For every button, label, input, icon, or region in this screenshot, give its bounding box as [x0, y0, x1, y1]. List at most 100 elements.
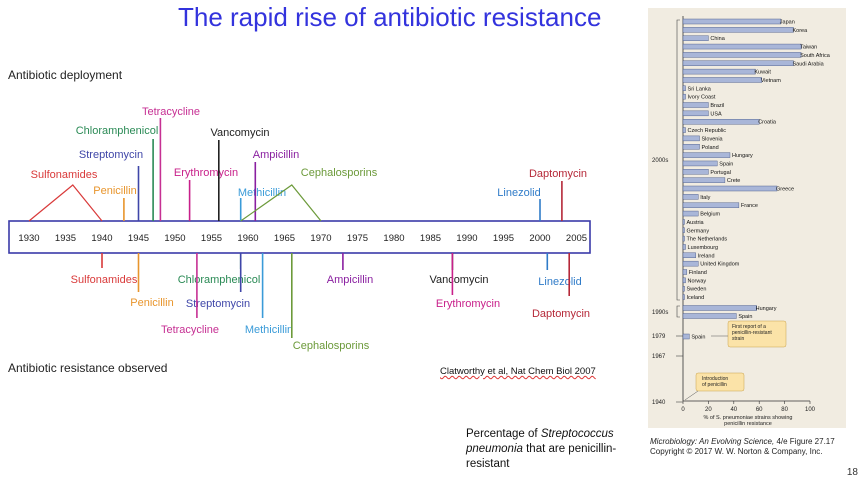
deployment-heading: Antibiotic deployment — [8, 68, 123, 82]
deployment-label-erythromycin: Erythromycin — [174, 167, 238, 179]
bar-japan — [682, 18, 781, 25]
bar-iceland — [682, 294, 685, 300]
bar-label-spain: Spain — [738, 314, 752, 320]
figure-caption: Percentage of Streptococcus pneumonia th… — [466, 427, 636, 472]
bar-germany — [682, 227, 685, 233]
bar-united-kingdom — [682, 260, 699, 267]
x-tick-label: 40 — [730, 407, 737, 413]
bar-label-kuwait: Kuwait — [754, 70, 771, 76]
figure-credit: Microbiology: An Evolving Science, 4/e F… — [650, 437, 835, 457]
x-tick-label: 20 — [705, 407, 712, 413]
bar-label-hungary: Hungary — [756, 306, 777, 312]
group-label-2000s: 2000s — [652, 158, 668, 164]
year-tick-label: 1935 — [55, 233, 76, 244]
bar-label-japan: Japan — [780, 20, 795, 26]
annotation-introduction-pointer — [684, 390, 699, 401]
bar-label-czech-republic: Czech Republic — [688, 128, 727, 134]
resistance-label-sulfonamides: Sulfonamides — [71, 274, 138, 286]
bar-austria — [682, 219, 685, 225]
bar-south-africa — [682, 52, 802, 58]
resistance-label-daptomycin: Daptomycin — [532, 308, 590, 320]
deployment-label-penicillin: Penicillin — [93, 185, 136, 197]
deployment-label-streptomycin: Streptomycin — [79, 149, 143, 161]
annotation-first-report-box — [727, 320, 787, 348]
year-tick-label: 1970 — [310, 233, 331, 244]
deployment-label-cephalosporins: Cephalosporins — [301, 167, 378, 179]
bar-saudi-arabia — [682, 60, 794, 66]
year-tick-label: 1995 — [493, 233, 514, 244]
bar-label-hungary: Hungary — [732, 153, 753, 159]
deployment-label-vancomycin: Vancomycin — [210, 127, 269, 139]
year-tick-label: 1960 — [237, 233, 258, 244]
bar-korea — [682, 27, 794, 33]
bar-hungary — [682, 305, 757, 311]
deployment-line-cephalosporins — [240, 184, 322, 222]
credit-book-title: Microbiology: An Evolving Science, — [650, 437, 775, 446]
resistance-label-streptomycin: Streptomycin — [186, 298, 250, 310]
bar-sweden — [682, 286, 685, 292]
bar-greece — [682, 185, 778, 192]
bar-sri-lanka — [682, 85, 686, 92]
bar-spain — [682, 313, 737, 319]
annotation-introduction-box — [695, 372, 745, 392]
bar-label-vietnam: Vietnam — [761, 78, 781, 84]
bar-label-ivory-coast: Ivory Coast — [688, 95, 716, 101]
resistance-bar-chart: 0 20 40 60 80 100 % of S. pneumoniae strains s… — [652, 16, 831, 427]
bar-label-spain: Spain — [691, 335, 705, 341]
bar-poland — [682, 144, 700, 150]
bar-kuwait — [682, 68, 756, 75]
bar-label-portugal: Portugal — [710, 170, 731, 176]
bar-label-sweden: Sweden — [687, 287, 707, 293]
group-bracket-1990s — [676, 305, 680, 318]
bar-portugal — [682, 169, 709, 175]
credit-line: Microbiology: An Evolving Science, 4/e F… — [650, 437, 835, 447]
bar-label-finland: Finland — [689, 270, 707, 276]
year-tick-label: 1930 — [18, 233, 39, 244]
bar-label-usa: USA — [710, 111, 722, 117]
bar-finland — [682, 269, 688, 275]
bar-label-crete: Crete — [727, 178, 740, 184]
year-tick-label: 1990 — [456, 233, 477, 244]
bar-label-austria: Austria — [687, 220, 705, 226]
slide-title: The rapid rise of antibiotic resistance — [178, 2, 602, 32]
x-axis-label: % of S. pneumoniae strains showing penici… — [704, 415, 793, 427]
bar-vietnam — [682, 77, 762, 83]
bar-label-south-africa: South Africa — [800, 53, 831, 59]
resistance-heading: Antibiotic resistance observed — [8, 361, 168, 375]
timeline-axis-bar — [8, 220, 591, 254]
year-tick-label: 1955 — [201, 233, 222, 244]
deployment-line-sulfonamides — [28, 184, 103, 222]
year-tick-label: 1940 — [91, 233, 112, 244]
bar-belgium — [682, 210, 699, 217]
resistance-label-chloramphenicol: Chloramphenicol — [178, 274, 261, 286]
bar-label-taiwan: Taiwan — [800, 45, 817, 51]
x-tick-label: 0 — [681, 407, 685, 413]
year-tick-label: 1980 — [383, 233, 404, 244]
year-tick-label: 2000 — [529, 233, 550, 244]
group-label-1967: 1967 — [652, 354, 666, 360]
bar-label-italy: Italy — [700, 195, 710, 201]
caption-italic: Streptococcus pneumonia — [466, 428, 614, 455]
bar-china — [682, 35, 709, 41]
bar-label-france: France — [741, 203, 758, 209]
bar-label-poland: Poland — [702, 145, 719, 151]
resistance-label-erythromycin: Erythromycin — [436, 298, 500, 310]
resistance-label-ampicillin: Ampicillin — [327, 274, 373, 286]
bar-label-the-netherlands: The Netherlands — [687, 237, 728, 243]
bar-label-sri-lanka: Sri Lanka — [688, 86, 712, 92]
group-label-1979: 1979 — [652, 334, 666, 340]
annotation-introduction-text: Introduction of penicillin — [702, 376, 728, 388]
year-tick-label: 1975 — [347, 233, 368, 244]
bar-ireland — [682, 252, 696, 259]
bar-label-united-kingdom: United Kingdom — [700, 262, 740, 268]
bar-spain — [682, 333, 690, 340]
year-tick-label: 1950 — [164, 233, 185, 244]
bar-luxembourg — [682, 244, 686, 250]
deployment-label-tetracycline: Tetracycline — [142, 106, 200, 118]
caption-prefix: Percentage of — [466, 428, 541, 440]
bar-label-greece: Greece — [776, 187, 794, 193]
deployment-label-daptomycin: Daptomycin — [529, 168, 587, 180]
resistance-label-methicillin: Methicillin — [245, 324, 293, 336]
bar-croatia — [682, 118, 760, 125]
annotation-first-report-text: First report of a penicillin-resistant str… — [732, 324, 772, 342]
